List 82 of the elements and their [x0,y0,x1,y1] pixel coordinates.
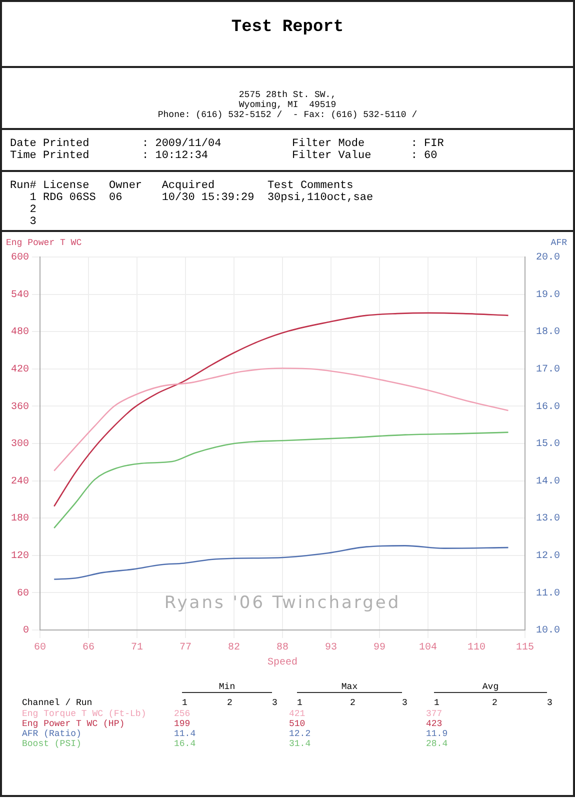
text: 421 [289,709,306,719]
text: 199 [174,719,190,729]
x-axis-title: Speed [267,656,298,669]
text: 423 [426,719,442,729]
x-tick-label: 115 [516,642,534,654]
y-tick-label: 120 [10,551,30,562]
text: 16.4 [174,739,196,749]
line-series [53,368,509,472]
text: 31.4 [289,739,311,749]
text: Time Printed : 10:12:34 [10,150,208,162]
line-series [53,312,509,507]
text: AFR (Ratio) [22,729,82,739]
y2-axis-title: AFR [550,238,567,248]
y2-tick-label: 15.0 [536,439,560,450]
text: 2 [350,698,356,708]
text: 377 [426,709,442,719]
text: 28.4 [426,739,448,749]
y-tick-label: 360 [10,402,30,413]
text: 2 [28,204,38,216]
y-tick-label: 600 [10,252,30,264]
text: Eng Torque T WC (Ft-Lb) [22,709,146,719]
text: 2 [227,698,232,708]
text: Eng Power T WC (HP) [22,719,125,729]
text: Min [182,682,272,693]
y2-tick-label: 12.0 [536,551,560,562]
y2-tick-label: 20.0 [536,252,560,264]
y2-tick-label: 17.0 [536,364,560,376]
text: 11.9 [426,729,448,739]
y-tick-label: 480 [10,327,30,338]
x-tick-label: 93 [324,642,338,654]
x-tick-label: 110 [467,642,486,654]
line-series [53,432,509,529]
text: 1 RDG 06SS 06 10/30 15:39:29 30psi,110oct,sae [28,192,374,204]
y-tick-label: 540 [10,290,30,301]
x-tick-label: 60 [34,642,46,654]
x-tick-label: 82 [228,642,240,654]
y2-tick-label: 14.0 [536,476,560,488]
y-axis-title: Eng Power T WC [6,238,82,248]
y-tick-label: 0 [22,626,30,637]
y-tick-label: 300 [10,439,30,450]
text: 1 [434,698,440,708]
text: 2575 28th St. SW., [238,90,338,100]
x-tick-label: 71 [130,642,144,654]
x-tick-label: 99 [373,642,386,654]
y2-tick-label: 18.0 [536,327,560,338]
text: Run# License Owner Acquired Test Comments [10,180,354,192]
x-tick-label: 77 [179,642,192,654]
y2-tick-label: 13.0 [536,514,560,525]
text: Boost (PSI) [22,739,82,749]
text: 1 [297,698,302,708]
y-tick-label: 180 [10,514,30,525]
text: Filter Value : 60 [292,150,438,162]
text: Channel / Run [22,698,92,708]
y2-tick-label: 19.0 [536,290,560,301]
chart-title: Test Report [230,18,345,37]
x-tick-label: 104 [418,642,438,654]
y2-tick-label: 10.0 [536,626,560,637]
y-tick-label: 420 [10,364,30,376]
y2-tick-label: 16.0 [536,402,560,413]
text: 1 [182,698,188,708]
x-tick-label: 66 [82,642,95,654]
text: 12.2 [289,729,311,739]
text: Max [297,682,402,693]
text: 256 [174,709,190,719]
text: 510 [289,719,306,729]
text: Wyoming, MI 49519 [238,100,338,110]
x-tick-label: 88 [276,642,289,654]
text: 3 [272,698,278,708]
text: Avg [434,682,547,693]
text: 3 [547,698,552,708]
text: Phone: (616) 532-5152 / - Fax: (616) 532-5110 / [156,110,418,120]
text: 11.4 [174,729,196,739]
annotation: Ryans '06 Twincharged [164,593,401,613]
text: 2 [492,698,498,708]
y-tick-label: 60 [16,588,30,600]
y2-tick-label: 11.0 [536,588,560,600]
y-tick-label: 240 [10,476,30,488]
text: 3 [402,698,408,708]
text: Date Printed : 2009/11/04 [10,138,222,150]
line-series [53,545,509,580]
text: Filter Mode : FIR [292,138,444,150]
text: 3 [28,216,38,228]
